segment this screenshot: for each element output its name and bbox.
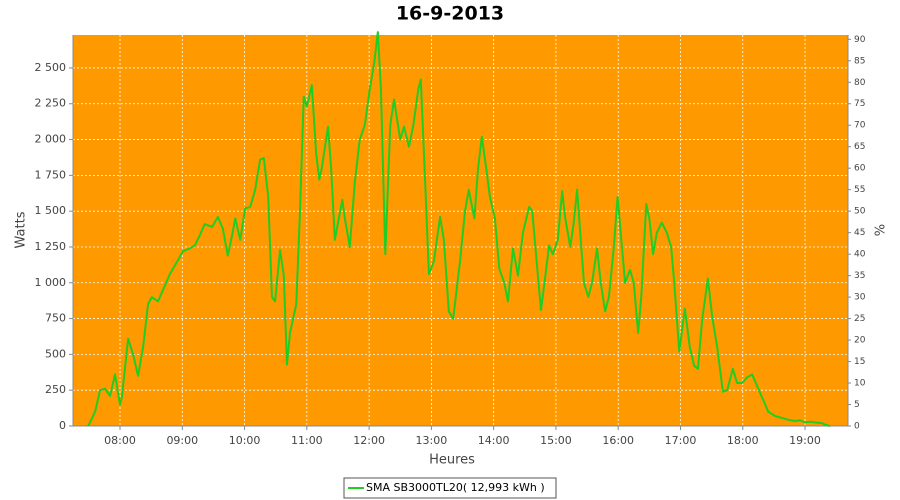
y2-tick-label: 25: [854, 314, 865, 324]
x-tick-label: 11:00: [291, 434, 323, 447]
x-tick-label: 12:00: [353, 434, 385, 447]
legend-box: [343, 477, 557, 499]
x-tick-label: 10:00: [229, 434, 261, 447]
x-tick-label: 15:00: [540, 434, 572, 447]
y2-tick-label: 5: [854, 400, 860, 410]
y-tick-label: 1 750: [35, 168, 67, 181]
x-tick-label: 18:00: [727, 434, 759, 447]
y2-tick-label: 35: [854, 271, 865, 281]
x-tick-label: 08:00: [104, 434, 136, 447]
y2-tick-label: 40: [854, 250, 866, 260]
x-tick-label: 17:00: [665, 434, 697, 447]
x-axis-title: Heures: [429, 453, 475, 468]
y2-tick-label: 55: [854, 185, 865, 195]
y2-tick-label: 45: [854, 228, 865, 238]
y-tick-label: 2 000: [35, 133, 67, 146]
y2-tick-label: 50: [854, 207, 866, 217]
y-tick-label: 1 500: [35, 204, 67, 217]
y2-tick-label: 80: [854, 78, 866, 88]
y2-tick-label: 20: [854, 336, 866, 346]
x-tick-label: 19:00: [789, 434, 821, 447]
y2-tick-label: 90: [854, 35, 866, 45]
y-tick-label: 750: [45, 312, 66, 325]
y2-tick-label: 60: [854, 164, 866, 174]
y2-axis-title: %: [874, 224, 889, 236]
y2-tick-label: 70: [854, 121, 866, 131]
data-line: [87, 31, 831, 427]
x-tick-label: 16:00: [602, 434, 634, 447]
y2-tick-label: 30: [854, 293, 866, 303]
chart-title: 16-9-2013: [396, 3, 504, 25]
y2-tick-label: 0: [854, 422, 860, 432]
y-tick-label: 1 250: [35, 240, 67, 253]
legend-label: SMA SB3000TL20( 12,993 kWh ): [366, 481, 545, 494]
y-axis-title: Watts: [14, 211, 29, 248]
y2-tick-label: 85: [854, 56, 865, 66]
y2-tick-label: 75: [854, 99, 865, 109]
plot-background: [73, 35, 848, 426]
y2-tick-label: 15: [854, 357, 865, 367]
y-tick-label: 0: [59, 419, 66, 432]
y2-tick-label: 65: [854, 142, 865, 152]
x-tick-label: 14:00: [478, 434, 510, 447]
x-tick-label: 13:00: [416, 434, 448, 447]
x-tick-label: 09:00: [166, 434, 198, 447]
y-tick-label: 1 000: [35, 276, 67, 289]
y2-tick-label: 10: [854, 379, 866, 389]
y-tick-label: 2 250: [35, 97, 67, 110]
y-tick-label: 500: [45, 347, 66, 360]
y-tick-label: 250: [45, 383, 66, 396]
y-tick-label: 2 500: [35, 61, 67, 74]
